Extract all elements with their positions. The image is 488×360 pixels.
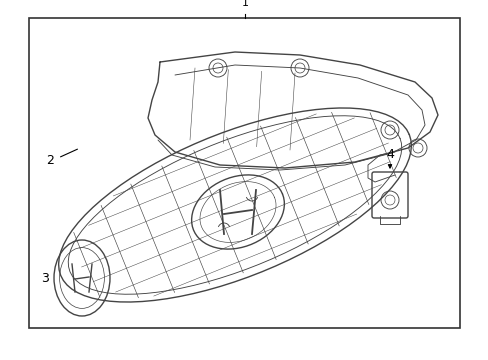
Text: 2: 2 xyxy=(46,153,54,166)
Text: 1: 1 xyxy=(241,0,248,8)
Text: 4: 4 xyxy=(385,148,393,162)
Bar xyxy=(29,18,459,328)
FancyBboxPatch shape xyxy=(371,172,407,218)
Text: 3: 3 xyxy=(41,271,49,284)
